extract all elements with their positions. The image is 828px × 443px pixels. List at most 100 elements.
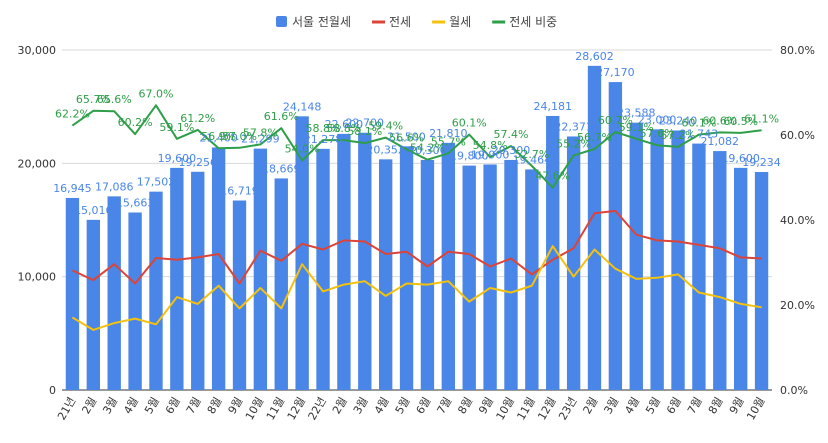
ratio-data-label: 56.9% [201, 130, 236, 143]
ratio-data-label: 67.0% [138, 87, 173, 100]
bar [128, 212, 142, 390]
bar-data-label: 23,240 [659, 114, 698, 127]
bar [378, 159, 393, 390]
right-tick-label: 40.0% [780, 214, 815, 227]
bar [65, 197, 80, 390]
x-tick-label: 3월 [351, 395, 371, 416]
ratio-data-label: 57.6% [640, 127, 675, 140]
bar [107, 196, 121, 390]
ratio-data-label: 57.0% [222, 130, 257, 143]
legend-label: 서울 전월세 [292, 15, 351, 29]
ratio-data-label: 58.8% [326, 122, 361, 135]
x-tick-label: 3월 [601, 395, 621, 416]
x-tick-label: 10월 [744, 395, 767, 422]
bar-data-label: 23,000 [638, 113, 677, 126]
x-tick-label: 23년 [556, 395, 579, 422]
x-tick-label: 4월 [121, 395, 141, 416]
bar [566, 136, 581, 390]
bar [420, 159, 435, 390]
right-tick-label: 80.0% [780, 44, 815, 57]
ratio-data-label: 65.6% [97, 93, 132, 106]
series-line [71, 245, 762, 331]
x-tick-label: 9월 [727, 395, 747, 416]
left-tick-label: 0 [49, 384, 56, 397]
x-tick-label: 3월 [100, 395, 120, 416]
bar-data-label: 24,181 [533, 100, 572, 113]
bar-data-label: 20,300 [492, 144, 531, 157]
ratio-data-label: 59.1% [159, 121, 194, 134]
bar-data-label: 22,371 [554, 120, 593, 133]
x-tick-label: 11월 [514, 395, 537, 422]
ratio-data-label: 61.2% [180, 112, 215, 125]
ratio-data-label: 60.6% [702, 114, 737, 127]
bar [692, 143, 706, 390]
x-tick-label: 12월 [285, 395, 308, 422]
right-tick-label: 60.0% [780, 129, 815, 142]
right-tick-label: 20.0% [780, 299, 815, 312]
bar-data-label: 16,719 [220, 185, 259, 198]
bar [608, 82, 623, 390]
bar-data-label: 21,082 [701, 135, 740, 148]
x-tick-label: 6월 [664, 395, 684, 416]
ratio-data-label: 65.7% [76, 93, 111, 106]
bar-data-label: 21,299 [241, 133, 280, 146]
ratio-data-label: 56.7% [577, 131, 612, 144]
x-tick-label: 2월 [330, 395, 350, 416]
x-tick-label: 12월 [535, 395, 558, 422]
legend-label: 월세 [449, 15, 471, 29]
left-axis: 0 10,000 20,000 30,000 [18, 44, 57, 397]
x-tick-label: 9월 [226, 395, 246, 416]
right-axis: 0.0% 20.0% 40.0% 60.0% 80.0% [780, 44, 815, 397]
x-tick-label: 5월 [643, 395, 663, 416]
bar [399, 146, 414, 390]
bar-data-label: 19,900 [471, 148, 510, 161]
bar [191, 171, 205, 390]
bar [295, 116, 309, 391]
x-tick-label: 5월 [393, 395, 413, 416]
x-tick-label: 22년 [306, 395, 329, 422]
legend-label: 전세 [389, 15, 411, 29]
bar [274, 178, 288, 390]
bar-data-label: 22,600 [325, 118, 364, 131]
left-tick-label: 30,000 [18, 44, 57, 57]
bar-data-label: 22,700 [346, 117, 385, 130]
x-tick-label: 10월 [243, 395, 266, 422]
ratio-data-label: 59.1% [619, 121, 654, 134]
gridlines [62, 49, 772, 391]
x-tick-label: 4월 [372, 395, 392, 416]
bar-data-label: 24,148 [283, 100, 322, 113]
left-tick-label: 20,000 [18, 157, 57, 170]
bar [211, 147, 226, 390]
ratio-data-label: 54.8% [473, 139, 508, 152]
ratio-data-label: 56.6% [389, 131, 424, 144]
ratio-data-label: 57.8% [243, 126, 278, 139]
ratio-data-label: 59.4% [368, 120, 403, 133]
legend: 서울 전월세 전세 월세 전세 비중 [276, 15, 557, 29]
bar-data-label: 21,500 [387, 130, 426, 143]
ratio-data-label: 57.4% [493, 128, 528, 141]
legend-swatch [276, 16, 287, 27]
ratio-data-label: 54.2% [410, 142, 445, 155]
ratio-data-label: 47.6% [535, 170, 570, 183]
bar [713, 151, 727, 390]
bar-data-label: 16,945 [53, 182, 92, 195]
x-tick-label: 5월 [142, 395, 162, 416]
ratio-data-label: 62.2% [55, 108, 90, 121]
x-tick-label: 8월 [706, 395, 726, 416]
x-tick-label: 10월 [494, 395, 517, 422]
bar-data-label: 19,234 [742, 156, 781, 169]
bar [149, 191, 163, 390]
ratio-data-label: 58.8% [306, 122, 341, 135]
bar-data-label: 21,400 [199, 131, 238, 144]
bar [754, 172, 769, 390]
x-tick-label: 7월 [184, 395, 204, 416]
bar [316, 148, 330, 390]
bar-series [65, 65, 769, 391]
right-tick-label: 0.0% [780, 384, 808, 397]
ratio-data-label: 60.7% [598, 114, 633, 127]
bar-data-label: 20,300 [408, 144, 447, 157]
x-tick-label: 6월 [163, 395, 183, 416]
x-tick-label: 7월 [685, 395, 705, 416]
bar-data-label: 19,800 [450, 150, 489, 163]
